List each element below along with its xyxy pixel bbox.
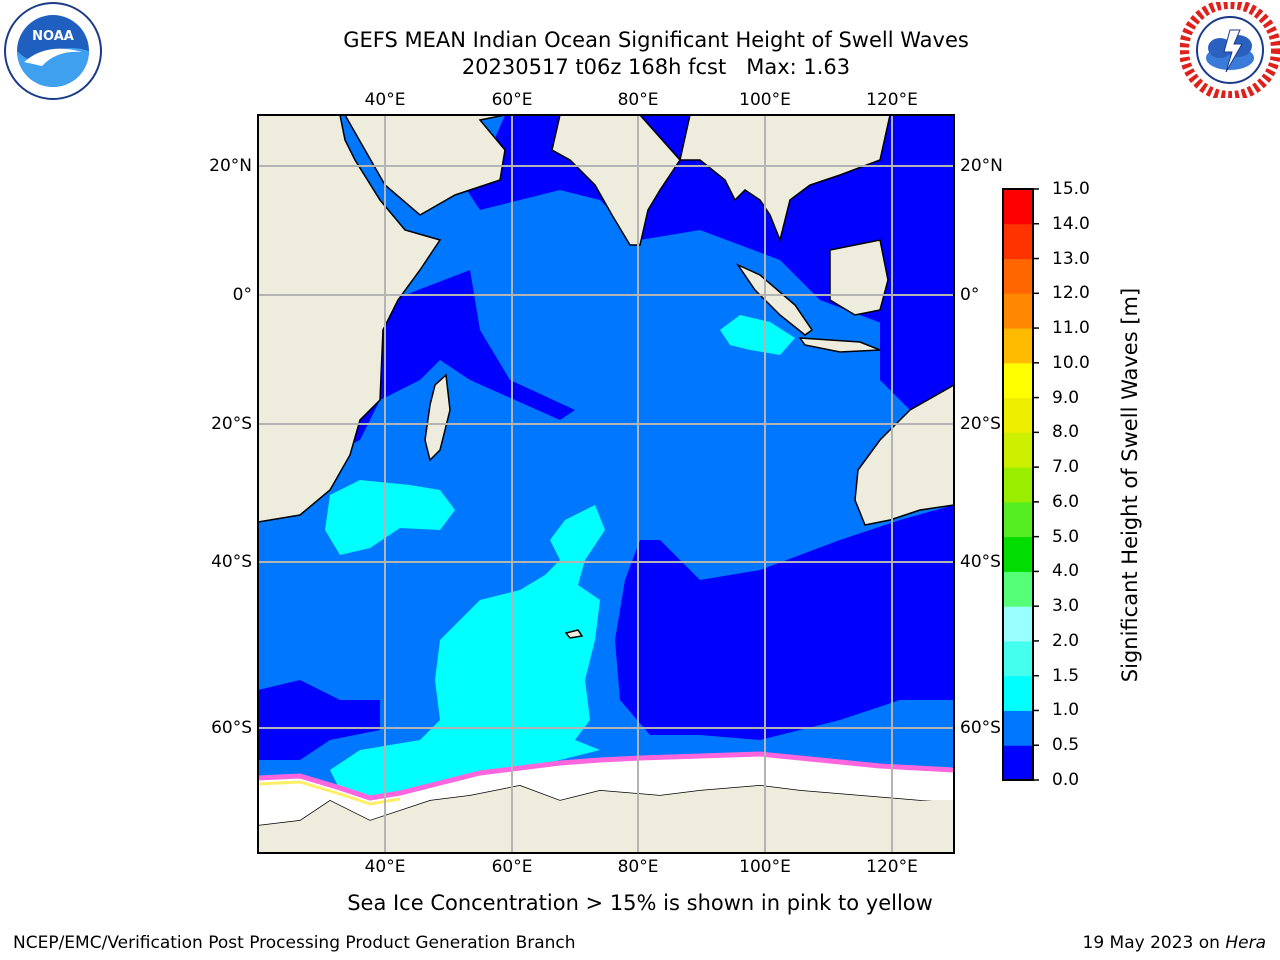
colorbar-tick-label: 0.0 [1052, 770, 1080, 790]
moderate-swell-areas [325, 315, 795, 800]
lat-label-left: 40°S [211, 552, 252, 572]
colorbar-segments [1003, 189, 1033, 781]
footer-date: 19 May 2023 on Hera [1083, 932, 1267, 954]
colorbar-segment [1003, 745, 1033, 781]
colorbar-segment [1003, 606, 1033, 642]
lat-label-right: 20°S [960, 414, 1001, 434]
sea-ice [258, 751, 954, 825]
lon-label-top: 120°E [866, 90, 918, 110]
colorbar-tick-label: 11.0 [1052, 318, 1090, 339]
map-frame [257, 114, 955, 854]
colorbar-segment [1003, 328, 1033, 364]
colorbar-frame [1002, 188, 1034, 781]
colorbar-segment [1003, 640, 1033, 677]
footer-host: Hera [1225, 933, 1266, 953]
land [258, 115, 954, 853]
lat-label-right: 0° [960, 285, 980, 305]
noaa-logo-text: NOAA [32, 29, 74, 44]
colorbar-tick-label: 1.0 [1052, 700, 1080, 721]
colorbar-tick-label: 12.0 [1052, 283, 1090, 304]
colorbar-segment [1003, 571, 1033, 607]
colorbar-segment [1003, 258, 1033, 294]
colorbar-tick-label: 7.0 [1052, 457, 1080, 478]
lat-label-right: 40°S [960, 552, 1001, 572]
colorbar-tick-label: 6.0 [1052, 491, 1080, 512]
colorbar-segment [1003, 397, 1033, 433]
colorbar-segment [1003, 223, 1033, 260]
colorbar-tick-label: 5.0 [1052, 526, 1080, 547]
chart-title: GEFS MEAN Indian Ocean Significant Heigh… [343, 28, 969, 52]
lat-label-right: 20°N [960, 156, 1003, 176]
colorbar-tick-label: 4.0 [1052, 561, 1080, 582]
sea-ice-footnote: Sea Ice Concentration > 15% is shown in … [347, 891, 933, 915]
colorbar-segment [1003, 467, 1033, 503]
colorbar-tick-label: 0.5 [1052, 735, 1080, 756]
colorbar-tick-label: 1.5 [1052, 665, 1080, 686]
lat-label-left: 60°S [211, 718, 252, 738]
lon-label-bottom: 120°E [866, 857, 918, 877]
colorbar-segment [1003, 710, 1033, 746]
lon-label-top: 100°E [739, 90, 791, 110]
colorbar-segment [1003, 432, 1033, 468]
colorbar-title: Significant Height of Swell Waves [m] [1118, 287, 1142, 683]
colorbar-tick-label: 10.0 [1052, 352, 1090, 373]
colorbar-segment [1003, 189, 1033, 225]
chart-subtitle: 20230517 t06z 168h fcst Max: 1.63 [461, 55, 851, 79]
colorbar-tick-label: 13.0 [1052, 248, 1090, 269]
colorbar-tick-label: 2.0 [1052, 630, 1080, 651]
lon-label-bottom: 40°E [364, 857, 406, 877]
lon-label-bottom: 80°E [617, 857, 659, 877]
lat-label-left: 0° [232, 285, 252, 305]
colorbar-tick-label: 15.0 [1052, 179, 1090, 199]
lon-label-bottom: 100°E [739, 857, 791, 877]
nws-logo [1180, 2, 1280, 98]
colorbar-segment [1003, 293, 1033, 329]
lat-label-right: 60°S [960, 718, 1001, 738]
footer-credit: NCEP/EMC/Verification Post Processing Pr… [13, 933, 576, 953]
colorbar-tick-label: 9.0 [1052, 387, 1080, 408]
colorbar-tick-label: 3.0 [1052, 596, 1080, 617]
graticule [258, 115, 954, 853]
colorbar-segment [1003, 675, 1033, 711]
colorbar-tick-label: 14.0 [1052, 213, 1090, 234]
lat-label-left: 20°N [209, 156, 252, 176]
colorbar-segment [1003, 536, 1033, 572]
lon-label-top: 80°E [617, 90, 659, 110]
lon-label-top: 60°E [491, 90, 533, 110]
lon-label-top: 40°E [364, 90, 406, 110]
colorbar-segment [1003, 501, 1033, 538]
lat-label-left: 20°S [211, 414, 252, 434]
footer-date-text: 19 May 2023 on [1082, 933, 1226, 953]
lon-label-bottom: 60°E [491, 857, 533, 877]
colorbar-segment [1003, 362, 1033, 399]
colorbar-tick-label: 8.0 [1052, 422, 1080, 443]
noaa-logo: NOAA [4, 2, 102, 100]
